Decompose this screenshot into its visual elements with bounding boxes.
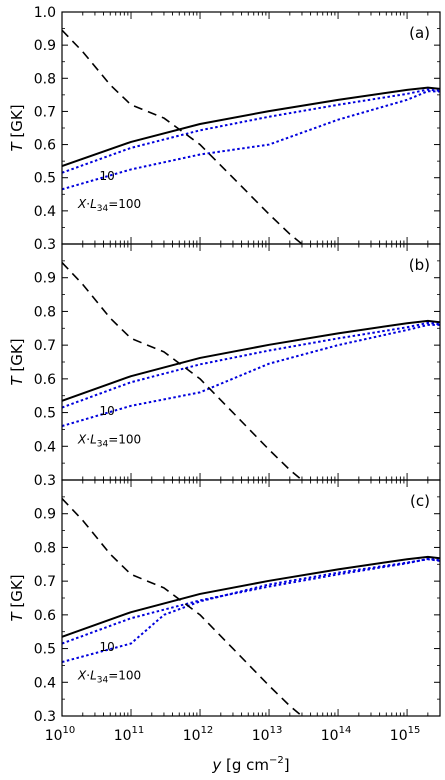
y-tick-label: 0.5 [34, 406, 56, 422]
annotation-10: 10 [100, 640, 115, 654]
x-tick-label: 1015 [390, 725, 421, 744]
x-tick-label: 1010 [45, 725, 76, 744]
annotation-xl34: X·L34=100 [77, 197, 141, 214]
panel-label: (c) [410, 492, 430, 510]
y-tick-label: 0.6 [34, 138, 56, 154]
y-tick-label: 0.9 [34, 271, 56, 287]
panel-b: 0.3 0.4 0.5 0.6 0.7 0.8 0.9 (b) 10 X·L34=100 T [GK… [8, 243, 441, 489]
y-tick-label: 0.8 [34, 71, 56, 87]
y-tick-label: 0.6 [34, 372, 56, 388]
series-line-solid-0 [62, 319, 440, 402]
y-tick-label: 0.3 [34, 473, 56, 489]
annotation-xl34: X·L34=100 [77, 433, 141, 450]
series-line-dashed-3 [62, 261, 303, 480]
annotation-10: 10 [100, 404, 115, 418]
series-line-solid-0 [62, 555, 440, 638]
y-tick-label: 0.8 [34, 304, 56, 320]
y-tick-label: 0.5 [34, 642, 56, 658]
x-tick-label: 1013 [252, 725, 283, 744]
panel-label: (b) [409, 256, 430, 274]
panel-a: 0.3 0.4 0.5 0.6 0.7 0.8 0.9 1.0 (a) 10 X·L34=100 T … [8, 5, 441, 253]
panel-label: (a) [409, 24, 430, 42]
x-tick-label: 1011 [114, 725, 145, 744]
series-line-dotted-2 [62, 558, 440, 664]
y-tick-label: 0.7 [34, 574, 56, 590]
y-axis-label: T [GK] [8, 104, 26, 151]
y-tick-label: 0.8 [34, 540, 56, 556]
x-axis-label: y [g cm−2] [211, 755, 289, 774]
series-line-dashed-3 [62, 29, 303, 244]
annotation-10: 10 [100, 169, 115, 183]
series-line-dotted-1 [62, 557, 440, 645]
y-tick-label: 0.6 [34, 608, 56, 624]
x-tick-label: 1014 [321, 725, 352, 744]
annotation-xl34: X·L34=100 [77, 669, 141, 686]
series-line-solid-0 [62, 86, 440, 168]
y-tick-label: 0.3 [34, 709, 56, 725]
panel-c: 0.3 0.4 0.5 0.6 0.7 0.8 0.9 (c) 10 X·L34=100 T [GK… [8, 479, 441, 725]
series-line-dotted-1 [62, 88, 440, 174]
y-tick-label: 0.7 [34, 104, 56, 120]
y-tick-label: 1.0 [34, 5, 56, 21]
series-line-dotted-1 [62, 321, 440, 409]
y-tick-label: 0.4 [34, 675, 56, 691]
y-tick-label: 0.3 [34, 237, 56, 253]
y-axis-label: T [GK] [8, 338, 26, 385]
y-tick-label: 0.5 [34, 171, 56, 187]
y-tick-label: 0.9 [34, 38, 56, 54]
y-tick-label: 0.4 [34, 439, 56, 455]
series-line-dashed-3 [62, 497, 303, 716]
x-tick-label: 1012 [183, 725, 214, 744]
y-tick-label: 0.4 [34, 204, 56, 220]
y-axis-label: T [GK] [8, 574, 26, 621]
y-tick-label: 0.9 [34, 507, 56, 523]
series-line-dotted-2 [62, 90, 440, 191]
series-line-dotted-2 [62, 323, 440, 428]
y-tick-label: 0.7 [34, 338, 56, 354]
